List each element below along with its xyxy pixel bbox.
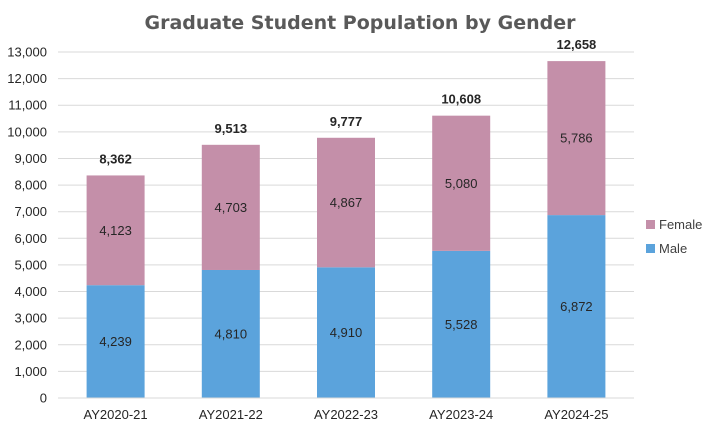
bar-male-ay2021-22: [201, 269, 260, 398]
legend: Female Male: [646, 217, 702, 256]
bar-female-ay2022-23: [317, 137, 375, 268]
y-tick-label: 7,000: [14, 204, 47, 219]
data-label-male: 6,872: [560, 299, 593, 314]
bar-male-ay2023-24: [432, 250, 491, 398]
y-tick-label: 2,000: [14, 337, 47, 352]
y-tick-label: 11,000: [8, 98, 47, 113]
bar-male-ay2022-23: [317, 267, 375, 398]
bar-female-ay2021-22: [201, 144, 260, 270]
data-label-female: 4,703: [215, 200, 248, 215]
bar-male-ay2020-21: [86, 285, 145, 398]
chart-title: Graduate Student Population by Gender: [144, 12, 576, 34]
y-axis: 0 1,000 2,000 3,000 4,000 5,000 6,000 7,000 8,00…: [7, 45, 47, 406]
data-label-male: 4,239: [99, 334, 132, 349]
total-label: 8,362: [99, 151, 132, 166]
y-tick-label: 4,000: [14, 284, 47, 299]
total-label: 10,608: [441, 92, 481, 107]
y-tick-label: 5,000: [14, 257, 47, 272]
bar-male-ay2024-25: [547, 215, 606, 398]
bars: 4,239 4,123 8,362 4,810 4,703 9,513 4,910 4,867…: [86, 37, 606, 398]
total-label: 9,777: [330, 114, 363, 129]
y-tick-label: 12,000: [7, 71, 47, 86]
data-label-female: 4,867: [330, 195, 363, 210]
y-tick-label: 13,000: [7, 45, 47, 60]
data-label-male: 5,528: [445, 317, 478, 332]
legend-label-male: Male: [659, 241, 687, 256]
bar-female-ay2020-21: [86, 175, 145, 286]
bar-female-ay2023-24: [432, 115, 491, 251]
data-label-female: 5,080: [445, 176, 478, 191]
y-tick-label: 6,000: [14, 231, 47, 246]
data-label-female: 5,786: [560, 131, 593, 146]
x-tick-label: AY2021-22: [199, 407, 263, 422]
y-tick-label: 3,000: [14, 311, 47, 326]
legend-label-female: Female: [659, 217, 702, 232]
x-tick-label: AY2024-25: [544, 407, 608, 422]
data-label-female: 4,123: [99, 223, 132, 238]
legend-swatch-female: [646, 220, 655, 229]
y-tick-label: 10,000: [7, 124, 47, 139]
total-label: 9,513: [215, 121, 248, 136]
x-tick-label: AY2020-21: [84, 407, 148, 422]
y-tick-label: 8,000: [14, 178, 47, 193]
x-tick-label: AY2023-24: [429, 407, 493, 422]
bar-female-ay2024-25: [547, 61, 606, 216]
y-tick-label: 1,000: [14, 364, 47, 379]
y-tick-label: 0: [40, 391, 47, 406]
total-label: 12,658: [557, 37, 597, 52]
y-tick-label: 9,000: [14, 151, 47, 166]
x-tick-label: AY2022-23: [314, 407, 378, 422]
data-label-male: 4,910: [330, 325, 363, 340]
data-label-male: 4,810: [215, 326, 248, 341]
legend-swatch-male: [646, 244, 655, 253]
x-axis: AY2020-21 AY2021-22 AY2022-23 AY2023-24 AY20…: [58, 397, 634, 422]
